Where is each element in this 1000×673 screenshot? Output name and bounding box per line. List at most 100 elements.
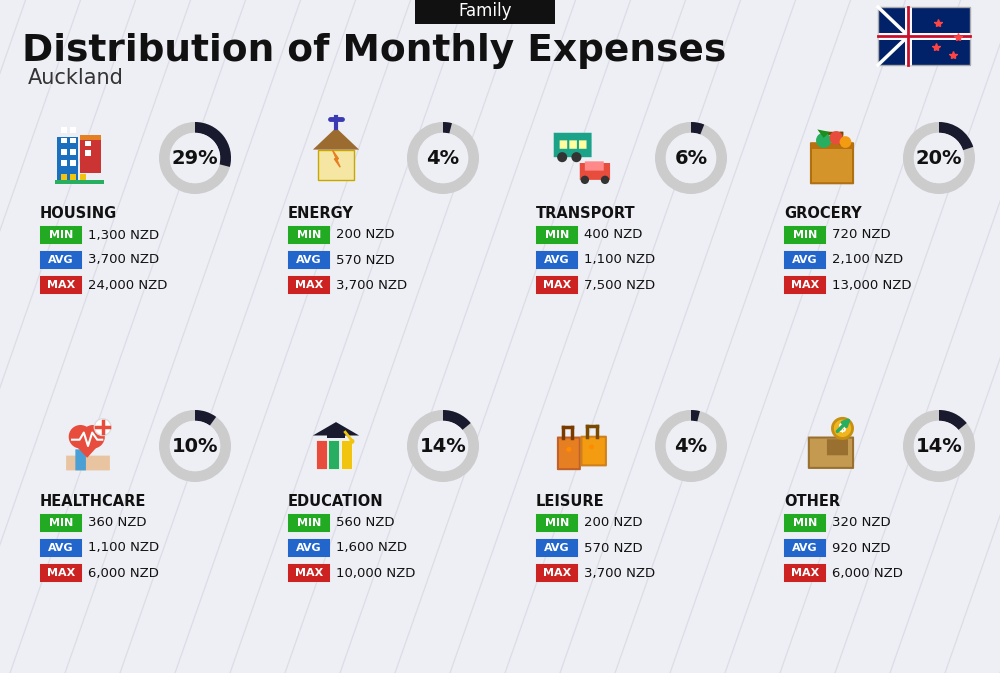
Text: MIN: MIN	[297, 518, 321, 528]
FancyBboxPatch shape	[811, 143, 853, 149]
FancyBboxPatch shape	[61, 174, 67, 180]
Text: MIN: MIN	[545, 230, 569, 240]
Wedge shape	[407, 410, 479, 482]
Text: 1,600 NZD: 1,600 NZD	[336, 542, 407, 555]
Text: 10%: 10%	[172, 437, 218, 456]
FancyBboxPatch shape	[328, 439, 339, 469]
Text: MAX: MAX	[295, 568, 323, 578]
FancyBboxPatch shape	[784, 251, 826, 269]
Circle shape	[81, 425, 105, 448]
Text: 6%: 6%	[674, 149, 708, 168]
Wedge shape	[939, 122, 973, 150]
Text: 360 NZD: 360 NZD	[88, 516, 146, 530]
Text: HEALTHCARE: HEALTHCARE	[40, 493, 146, 509]
Text: 400 NZD: 400 NZD	[584, 229, 642, 242]
Text: 13,000 NZD: 13,000 NZD	[832, 279, 912, 291]
Polygon shape	[817, 129, 830, 138]
FancyBboxPatch shape	[70, 138, 76, 143]
Text: MIN: MIN	[49, 230, 73, 240]
Text: MAX: MAX	[791, 568, 819, 578]
FancyBboxPatch shape	[61, 138, 67, 143]
Text: 920 NZD: 920 NZD	[832, 542, 891, 555]
FancyBboxPatch shape	[316, 439, 327, 469]
FancyBboxPatch shape	[536, 564, 578, 582]
Wedge shape	[655, 410, 727, 482]
Text: MAX: MAX	[47, 280, 75, 290]
Circle shape	[816, 133, 831, 148]
Circle shape	[349, 439, 354, 444]
FancyBboxPatch shape	[341, 439, 352, 469]
FancyBboxPatch shape	[40, 251, 82, 269]
Text: 570 NZD: 570 NZD	[336, 254, 395, 267]
Text: 1,100 NZD: 1,100 NZD	[584, 254, 655, 267]
Text: MAX: MAX	[295, 280, 323, 290]
Text: 3,700 NZD: 3,700 NZD	[584, 567, 655, 579]
Text: MIN: MIN	[793, 230, 817, 240]
FancyBboxPatch shape	[536, 226, 578, 244]
FancyBboxPatch shape	[70, 149, 76, 155]
Polygon shape	[313, 422, 359, 435]
FancyBboxPatch shape	[569, 141, 577, 149]
Text: 2,100 NZD: 2,100 NZD	[832, 254, 903, 267]
FancyBboxPatch shape	[288, 276, 330, 294]
FancyBboxPatch shape	[318, 149, 354, 180]
FancyBboxPatch shape	[70, 160, 76, 166]
Text: AVG: AVG	[296, 255, 322, 265]
Circle shape	[589, 444, 594, 450]
FancyBboxPatch shape	[784, 564, 826, 582]
Wedge shape	[655, 122, 727, 194]
Text: MIN: MIN	[49, 518, 73, 528]
FancyBboxPatch shape	[70, 174, 76, 180]
FancyBboxPatch shape	[55, 180, 104, 184]
FancyBboxPatch shape	[288, 251, 330, 269]
Wedge shape	[159, 122, 231, 194]
Polygon shape	[69, 438, 105, 458]
Text: AVG: AVG	[296, 543, 322, 553]
Text: 1,300 NZD: 1,300 NZD	[88, 229, 159, 242]
Text: Family: Family	[458, 2, 512, 20]
FancyBboxPatch shape	[784, 539, 826, 557]
FancyBboxPatch shape	[66, 456, 110, 470]
Text: 560 NZD: 560 NZD	[336, 516, 394, 530]
FancyBboxPatch shape	[56, 137, 78, 181]
Circle shape	[601, 176, 609, 184]
Text: 200 NZD: 200 NZD	[336, 229, 394, 242]
FancyBboxPatch shape	[580, 163, 610, 180]
Text: 4%: 4%	[426, 149, 460, 168]
Text: 29%: 29%	[172, 149, 218, 168]
FancyBboxPatch shape	[40, 226, 82, 244]
Circle shape	[914, 133, 964, 183]
Text: MAX: MAX	[543, 568, 571, 578]
Polygon shape	[333, 151, 340, 167]
FancyBboxPatch shape	[288, 514, 330, 532]
FancyBboxPatch shape	[554, 133, 592, 157]
FancyBboxPatch shape	[536, 514, 578, 532]
FancyBboxPatch shape	[560, 141, 567, 149]
Text: AVG: AVG	[544, 255, 570, 265]
Wedge shape	[195, 410, 216, 425]
Text: AVG: AVG	[792, 255, 818, 265]
Circle shape	[170, 421, 220, 471]
Text: $: $	[838, 422, 847, 435]
FancyBboxPatch shape	[827, 439, 848, 455]
Circle shape	[914, 421, 964, 471]
Circle shape	[832, 419, 853, 438]
Text: HOUSING: HOUSING	[40, 205, 117, 221]
Wedge shape	[159, 410, 231, 482]
Circle shape	[581, 176, 589, 184]
FancyBboxPatch shape	[40, 276, 82, 294]
FancyBboxPatch shape	[288, 539, 330, 557]
Wedge shape	[939, 410, 967, 430]
Text: AVG: AVG	[544, 543, 570, 553]
FancyBboxPatch shape	[61, 160, 67, 166]
Text: 6,000 NZD: 6,000 NZD	[88, 567, 159, 579]
Wedge shape	[407, 122, 479, 194]
FancyBboxPatch shape	[70, 127, 76, 133]
FancyBboxPatch shape	[415, 0, 555, 24]
Text: 24,000 NZD: 24,000 NZD	[88, 279, 167, 291]
Text: MIN: MIN	[545, 518, 569, 528]
Text: 7,500 NZD: 7,500 NZD	[584, 279, 655, 291]
FancyBboxPatch shape	[80, 174, 86, 180]
FancyBboxPatch shape	[40, 539, 82, 557]
Text: 1,100 NZD: 1,100 NZD	[88, 542, 159, 555]
